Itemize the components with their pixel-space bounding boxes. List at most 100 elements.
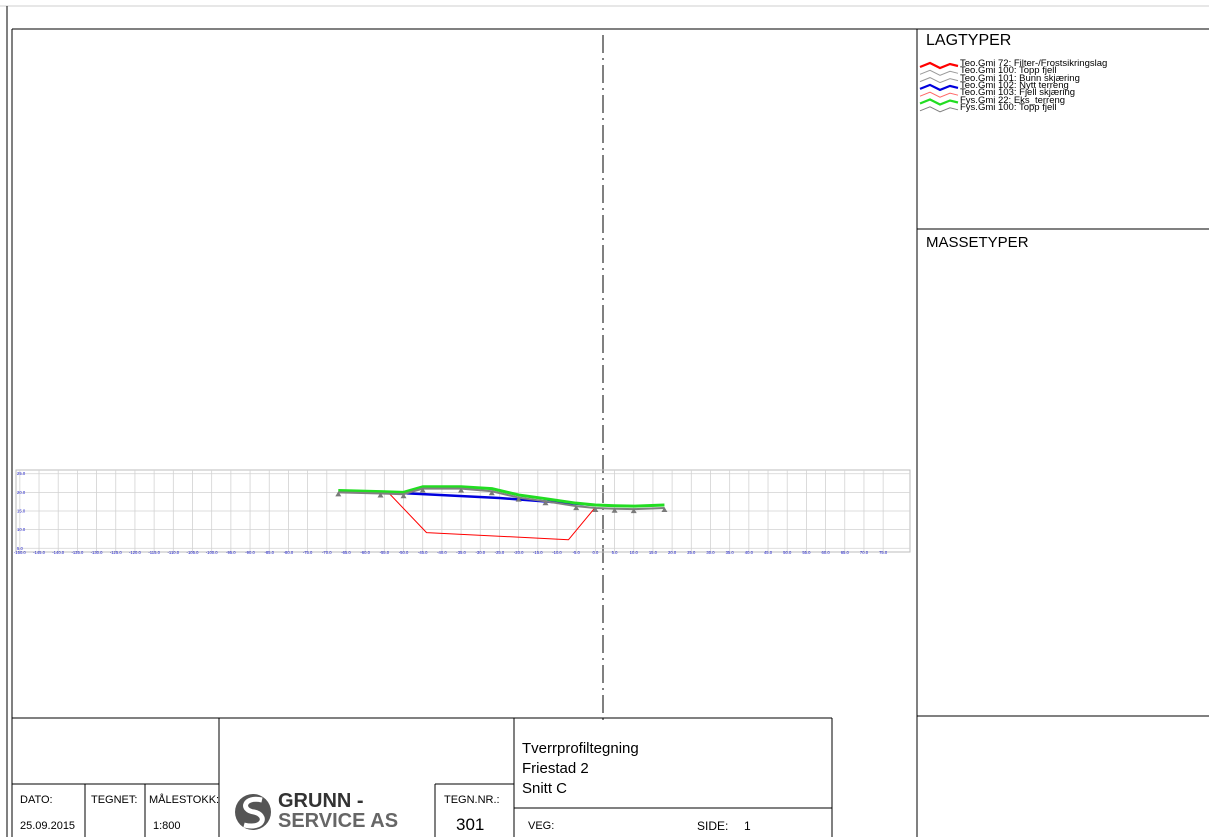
rock-marker (573, 505, 580, 511)
x-tick-label: 70.0 (860, 550, 869, 555)
x-tick-label: -135.0 (71, 550, 84, 555)
x-tick-label: 50.0 (783, 550, 792, 555)
x-tick-label: -15.0 (533, 550, 543, 555)
legend-item: Teo.Gmi 102: Nytt terreng (960, 79, 1069, 91)
legend-item: Fys.Gmi 22: Eks_terreng (960, 94, 1066, 106)
drawing-section: Snitt C (522, 780, 568, 797)
drawing-title: Tverrprofiltegning (522, 740, 639, 757)
x-tick-label: -95.0 (226, 550, 236, 555)
legend-item: Teo.Gmi 100: Topp fjell (960, 65, 1057, 77)
x-tick-label: -115.0 (148, 550, 160, 555)
dato-label: DATO: (20, 794, 53, 806)
legend-title: LAGTYPER (926, 32, 1012, 49)
rock-marker (611, 507, 618, 513)
rock-marker (419, 487, 426, 493)
series-line-2 (338, 485, 665, 508)
legend-swatch (919, 69, 959, 76)
x-tick-label: 55.0 (802, 550, 811, 555)
company-logo-icon (235, 794, 271, 830)
x-tick-label: -145.0 (33, 550, 46, 555)
drawing-subtitle: Friestad 2 (522, 760, 589, 777)
rock-marker (661, 507, 668, 513)
tegnnr-label: TEGN.NR.: (444, 794, 500, 806)
x-tick-label: -35.0 (456, 550, 466, 555)
rock-marker (488, 490, 495, 496)
legend-item: Teo.Gmi 72: Filter-/Frostsikringslag (960, 58, 1108, 69)
rock-marker (458, 487, 465, 493)
side-value: 1 (744, 819, 751, 833)
x-tick-label: 45.0 (764, 550, 773, 555)
x-tick-label: 20.0 (668, 550, 677, 555)
x-tick-label: -100.0 (206, 550, 219, 555)
x-tick-label: 0.0 (592, 550, 598, 555)
y-tick-label: 20.0 (17, 490, 26, 495)
tegnnr-value: 301 (456, 815, 485, 834)
x-tick-label: -70.0 (322, 550, 332, 555)
x-tick-label: -75.0 (303, 550, 313, 555)
legend-swatch (919, 106, 959, 113)
malestokk-label: MÅLESTOKK: (149, 794, 220, 806)
company-name-line1: GRUNN - (278, 790, 364, 812)
legend-swatch (919, 77, 959, 84)
x-tick-label: 75.0 (879, 550, 888, 555)
x-tick-label: -5.0 (573, 550, 581, 555)
x-tick-label: -105.0 (187, 550, 200, 555)
y-tick-label: 25.0 (17, 471, 26, 476)
x-tick-label: -55.0 (380, 550, 390, 555)
rock-marker (335, 491, 342, 497)
x-tick-label: 25.0 (687, 550, 696, 555)
x-tick-label: -10.0 (552, 550, 562, 555)
x-tick-label: 10.0 (630, 550, 639, 555)
tegnet-label: TEGNET: (91, 794, 138, 806)
series-line-0 (387, 492, 596, 541)
x-tick-label: -130.0 (91, 550, 104, 555)
veg-label: VEG: (528, 820, 555, 832)
company-name-line2: SERVICE AS (278, 810, 399, 832)
legend-swatch (919, 83, 959, 92)
cross-section-chart: -150.0 -145.0 -140.0 -135.0 -130.0 -125.0 -120… (14, 469, 911, 555)
y-tick-label: 10.0 (17, 527, 26, 532)
x-tick-label: -125.0 (110, 550, 123, 555)
x-tick-label: -40.0 (437, 550, 447, 555)
malestokk-value: 1:800 (153, 820, 181, 832)
y-tick-label: 15.0 (17, 509, 26, 514)
x-tick-label: -120.0 (129, 550, 142, 555)
x-tick-label: -140.0 (52, 550, 65, 555)
rock-marker (542, 500, 549, 506)
x-tick-label: -85.0 (264, 550, 274, 555)
y-tick-label: 5.0 (17, 546, 23, 551)
x-tick-label: 5.0 (612, 550, 618, 555)
rock-marker (377, 492, 384, 498)
rock-marker (515, 496, 522, 502)
legend-item: Teo.Gmi 103: Fjell skjæring (960, 87, 1076, 99)
x-tick-label: -60.0 (360, 550, 370, 555)
x-tick-label: 40.0 (745, 550, 754, 555)
x-tick-label: 30.0 (706, 550, 715, 555)
legend-swatch (919, 98, 959, 106)
legend-item: Fys.Gmi 100: Topp fjell (960, 101, 1057, 113)
x-tick-label: -90.0 (245, 550, 255, 555)
x-tick-label: -20.0 (514, 550, 524, 555)
x-tick-label: -30.0 (475, 550, 485, 555)
x-tick-label: -65.0 (341, 550, 351, 555)
legend-swatch (919, 61, 959, 70)
legend-swatch (919, 91, 959, 98)
rock-marker (592, 507, 599, 513)
masse-title: MASSETYPER (926, 234, 1029, 251)
legend-swatches (919, 61, 959, 113)
legend-item: Teo.Gmi 101: Bunn skjæring (960, 72, 1080, 84)
dato-value: 25.09.2015 (20, 820, 76, 832)
x-tick-label: 15.0 (649, 550, 658, 555)
side-label: SIDE: (697, 819, 729, 833)
x-tick-label: -80.0 (284, 550, 294, 555)
x-tick-label: 35.0 (726, 550, 735, 555)
x-tick-label: -50.0 (399, 550, 409, 555)
rock-marker (630, 508, 637, 514)
x-tick-label: -45.0 (418, 550, 428, 555)
x-tick-label: -150.0 (14, 550, 27, 555)
x-tick-label: -110.0 (168, 550, 180, 555)
rock-marker (400, 493, 407, 499)
x-tick-label: 60.0 (822, 550, 831, 555)
x-tick-label: 65.0 (841, 550, 850, 555)
